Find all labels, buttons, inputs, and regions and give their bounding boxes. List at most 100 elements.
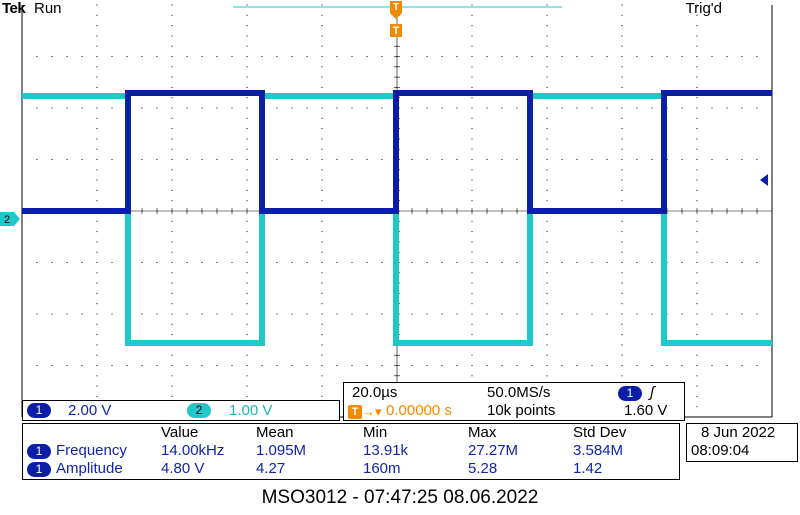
grid-dot — [111, 159, 113, 160]
grid-dot — [291, 313, 293, 315]
grid-dot — [471, 25, 473, 27]
grid-dot — [546, 344, 548, 346]
grid-dot — [546, 128, 548, 130]
grid-dot — [411, 262, 413, 263]
grid-dot — [336, 107, 338, 109]
grid-dot — [291, 262, 293, 263]
grid-dot — [726, 262, 728, 263]
measurement-header-mean: Mean — [256, 424, 294, 441]
grid-dot — [696, 138, 698, 140]
rising-edge-icon[interactable]: ʃ — [650, 384, 655, 401]
grid-dot — [636, 313, 638, 315]
grid-dot — [576, 313, 578, 315]
grid-dot — [471, 292, 473, 294]
grid-dot — [591, 313, 593, 315]
measurement-header-value: Value — [161, 424, 199, 441]
grid-dot — [321, 262, 323, 263]
grid-dot — [96, 375, 98, 377]
grid-dot — [21, 107, 23, 109]
grid-dot — [696, 189, 698, 191]
grid-dot — [276, 365, 278, 366]
channel2-scale[interactable]: 1.00 V — [229, 402, 273, 419]
grid-dot — [246, 385, 248, 387]
grid-dot — [711, 313, 713, 315]
grid-dot — [246, 56, 248, 57]
grid-dot — [171, 128, 173, 130]
channel1-scale[interactable]: 2.00 V — [68, 402, 112, 419]
grid-dot — [771, 56, 773, 57]
grid-dot — [336, 262, 338, 263]
grid-dot — [621, 14, 623, 16]
grid-dot — [696, 220, 698, 222]
grid-dot — [771, 365, 773, 366]
grid-dot — [471, 86, 473, 88]
measurement-name[interactable]: Amplitude — [56, 460, 123, 477]
grid-dot — [696, 128, 698, 130]
grid-dot — [621, 25, 623, 27]
measurement-name[interactable]: Frequency — [56, 442, 127, 459]
grid-dot — [546, 76, 548, 78]
grid-dot — [96, 323, 98, 325]
grid-dot — [246, 86, 248, 88]
grid-dot — [546, 241, 548, 243]
grid-dot — [321, 375, 323, 377]
grid-dot — [621, 365, 623, 366]
trigger-position[interactable]: 0.00000 s — [386, 402, 452, 419]
grid-dot — [51, 56, 53, 57]
grid-dot — [546, 365, 548, 366]
grid-dot — [651, 313, 653, 315]
grid-dot — [96, 200, 98, 202]
timebase-panel: 20.0µs 50.0MS/s 1 ʃ T →▾ 0.00000 s 10k po… — [343, 382, 685, 421]
grid-dot — [306, 365, 308, 366]
grid-dot — [441, 262, 443, 263]
grid-dot — [351, 107, 353, 109]
grid-dot — [246, 262, 248, 263]
grid-dot — [66, 262, 68, 263]
grid-dot — [546, 4, 548, 6]
grid-dot — [156, 159, 158, 160]
time-display: 08:09:04 — [691, 442, 750, 459]
grid-dot — [51, 365, 53, 366]
grid-dot — [621, 117, 623, 119]
grid-dot — [651, 56, 653, 57]
grid-dot — [441, 313, 443, 315]
grid-dot — [246, 282, 248, 284]
grid-dot — [321, 189, 323, 191]
grid-dot — [96, 148, 98, 150]
grid-dot — [246, 138, 248, 140]
horizontal-scale[interactable]: 20.0µs — [352, 384, 398, 401]
grid-dot — [456, 107, 458, 109]
grid-dot — [366, 159, 368, 160]
trigger-level[interactable]: 1.60 V — [624, 402, 668, 419]
grid-dot — [51, 262, 53, 263]
grid-dot — [171, 313, 173, 315]
grid-dot — [276, 107, 278, 109]
grid-dot — [141, 313, 143, 315]
grid-dot — [471, 220, 473, 222]
channel2-badge[interactable]: 2 — [187, 403, 211, 418]
grid-dot — [171, 97, 173, 99]
grid-dot — [321, 107, 323, 109]
grid-dot — [696, 86, 698, 88]
grid-dot — [96, 262, 98, 263]
grid-dot — [756, 365, 758, 366]
grid-dot — [696, 313, 698, 315]
grid-dot — [696, 97, 698, 99]
grid-dot — [96, 86, 98, 88]
grid-dot — [96, 220, 98, 222]
trigger-source-badge[interactable]: 1 — [618, 386, 642, 401]
grid-dot — [711, 107, 713, 109]
grid-dot — [246, 169, 248, 171]
grid-dot — [171, 138, 173, 140]
grid-dot — [621, 107, 623, 109]
grid-dot — [621, 200, 623, 202]
grid-dot — [96, 385, 98, 387]
trigger-marker-label: T — [393, 25, 400, 37]
grid-dot — [471, 323, 473, 325]
grid-dot — [471, 45, 473, 47]
channel1-badge[interactable]: 1 — [27, 403, 51, 418]
grid-dot — [156, 262, 158, 263]
grid-dot — [321, 76, 323, 78]
grid-dot — [96, 66, 98, 68]
grid-dot — [171, 303, 173, 305]
